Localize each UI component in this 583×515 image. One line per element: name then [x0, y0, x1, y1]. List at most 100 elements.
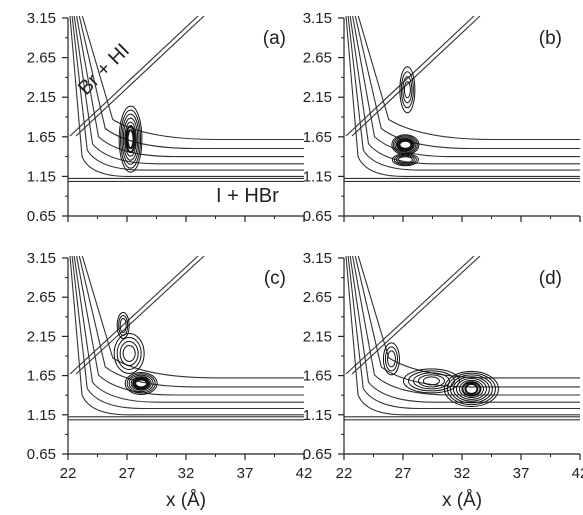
wavepacket-contour	[122, 117, 139, 161]
pes-contour-line	[357, 16, 580, 141]
y-tick-label: 3.15	[27, 250, 56, 267]
wavepacket-contour	[407, 370, 455, 392]
wavepacket-contour	[446, 372, 496, 406]
y-tick-label: 0.65	[303, 446, 332, 463]
wavepacket-contour	[122, 345, 136, 362]
pes-contour-line	[351, 256, 481, 375]
wavepacket-contour	[394, 136, 417, 153]
y-tick-label: 3.15	[303, 250, 332, 267]
x-tick-label: 27	[395, 465, 412, 482]
panel-4: 0.65 1.15 1.65 2.15 2.65 3.15 22 27 32 37 42	[303, 250, 583, 482]
wavepacket-contour	[124, 371, 158, 395]
pes-contour-line	[78, 256, 304, 388]
wavepacket-contours	[113, 311, 158, 395]
y-tick-label: 0.65	[27, 446, 56, 463]
wavepacket-contour	[464, 382, 479, 395]
wavepacket-contour	[449, 374, 493, 404]
y-tick-label: 2.15	[27, 89, 56, 106]
wavepacket-contour	[403, 81, 411, 99]
x-tick-label: 27	[119, 465, 136, 482]
pes-contour-line	[75, 16, 205, 137]
x-axis-title: x (Å)	[442, 490, 482, 511]
x-tick-label: 42	[296, 465, 313, 482]
y-tick-label: 3.15	[303, 10, 332, 27]
panel-label: (c)	[264, 268, 286, 289]
wavepacket-contour	[121, 113, 140, 165]
wavepacket-contour	[382, 342, 400, 376]
pes-contours	[344, 16, 580, 182]
pes-contour-line	[73, 256, 304, 403]
wavepacket-contour	[458, 379, 484, 399]
x-tick-label: 32	[178, 465, 195, 482]
y-tick-label: 1.15	[27, 168, 56, 185]
y-tick-label: 1.65	[303, 129, 332, 146]
wavepacket-contour	[116, 311, 130, 339]
panel-label: (b)	[539, 28, 562, 49]
wavepacket-contour	[120, 109, 142, 169]
wavepacket-contour	[398, 139, 413, 150]
wavepacket-contour	[386, 350, 396, 368]
wavepacket-contour	[402, 368, 460, 394]
pes-contour-line	[69, 256, 304, 416]
wavepacket-contour	[116, 336, 142, 370]
x-tick-label: 22	[60, 465, 77, 482]
wavepacket-contour	[417, 374, 445, 388]
panel-3: 0.65 1.15 1.65 2.15 2.65 3.15 22 27 32 37 42	[27, 250, 313, 482]
wavepacket-contour	[118, 105, 143, 173]
pes-contour-line	[69, 16, 199, 137]
wavepacket-contours	[118, 105, 143, 173]
pes-contour-line	[352, 16, 580, 158]
wavepacket-contour	[395, 137, 415, 152]
wavepacket-contour	[130, 376, 152, 391]
y-tick-label: 1.65	[27, 368, 56, 385]
pes-contour-line	[81, 16, 304, 141]
wavepacket-contour	[128, 374, 154, 393]
wavepacket-contour	[134, 378, 149, 389]
y-tick-label: 0.65	[303, 208, 332, 225]
wavepacket-contour	[118, 314, 129, 336]
pes-contour-line	[69, 16, 304, 177]
wavepacket-contours	[382, 342, 499, 408]
x-tick-label: 37	[513, 465, 530, 482]
wavepacket-contour	[119, 340, 139, 366]
wavepacket-contour	[384, 346, 398, 372]
wavepacket-contour	[402, 76, 413, 104]
y-tick-label: 2.15	[303, 328, 332, 345]
wavepacket-contour	[412, 372, 450, 390]
pes-contour-line	[71, 16, 304, 171]
x-tick-label: 42	[572, 465, 583, 482]
wavepacket-contour	[126, 129, 135, 150]
y-tick-label: 3.15	[27, 10, 56, 27]
y-tick-label: 1.65	[27, 129, 56, 146]
pes-contour-line	[69, 256, 199, 375]
wavepacket-contour	[126, 373, 156, 394]
panel-1: 0.65 1.15 1.65 2.15 2.65 3.15	[27, 10, 305, 225]
wavepacket-contour	[125, 125, 136, 154]
wavepacket-contour	[391, 134, 420, 156]
wavepacket-contour	[395, 155, 415, 165]
pes-contour-line	[71, 256, 304, 410]
pes-contour-line	[351, 16, 481, 137]
y-tick-label: 2.65	[27, 289, 56, 306]
wavepacket-contour	[393, 154, 417, 166]
wavepacket-contour	[396, 138, 414, 151]
panel-2: 0.65 1.15 1.65 2.15 2.65 3.15	[303, 10, 581, 225]
y-tick-label: 1.15	[27, 407, 56, 424]
y-tick-label: 1.15	[303, 168, 332, 185]
wavepacket-contour	[399, 66, 416, 114]
pes-contour-line	[352, 256, 580, 396]
pes-contour-line	[345, 16, 475, 137]
y-tick-label: 0.65	[27, 208, 56, 225]
x-tick-label: 37	[237, 465, 254, 482]
pes-contour-line	[347, 256, 580, 410]
wavepacket-contour	[455, 378, 487, 400]
y-tick-label: 2.65	[27, 50, 56, 67]
wavepacket-contour	[400, 71, 414, 109]
wavepacket-contour	[391, 153, 419, 167]
wavepacket-contour	[113, 333, 145, 374]
pes-contour-line	[349, 16, 580, 165]
wavepacket-contour	[422, 376, 440, 386]
pes-contour-line	[345, 256, 475, 375]
wavepacket-contour	[392, 135, 418, 155]
